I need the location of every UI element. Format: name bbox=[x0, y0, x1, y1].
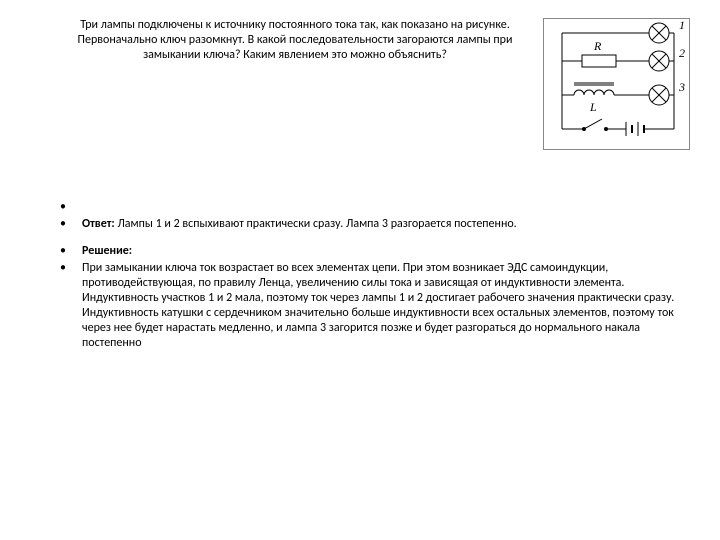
solution-label: Решение: bbox=[82, 244, 132, 258]
resistor-label: R bbox=[593, 39, 602, 53]
bullet-empty bbox=[60, 200, 700, 215]
answer-text: Лампы 1 и 2 вспыхивают практически сразу… bbox=[115, 217, 517, 231]
circuit-svg: 1 R 2 bbox=[544, 19, 689, 149]
circuit-diagram: 1 R 2 bbox=[543, 18, 690, 150]
bullet-answer: Ответ: Лампы 1 и 2 вспыхивают практическ… bbox=[60, 217, 700, 232]
lamp-label-3: 3 bbox=[678, 80, 685, 94]
lamp-label-1: 1 bbox=[679, 19, 685, 32]
lamp-label-2: 2 bbox=[679, 46, 685, 60]
bullet-solution-label: Решение: bbox=[60, 244, 700, 259]
question-text: Три лампы подключены к источнику постоян… bbox=[20, 18, 540, 150]
solution-text: При замыкании ключа ток возрастает во вс… bbox=[82, 261, 674, 350]
bullet-solution-text: При замыкании ключа ток возрастает во вс… bbox=[60, 261, 700, 351]
answer-label: Ответ: bbox=[82, 217, 115, 231]
inductor-label: L bbox=[589, 100, 597, 114]
